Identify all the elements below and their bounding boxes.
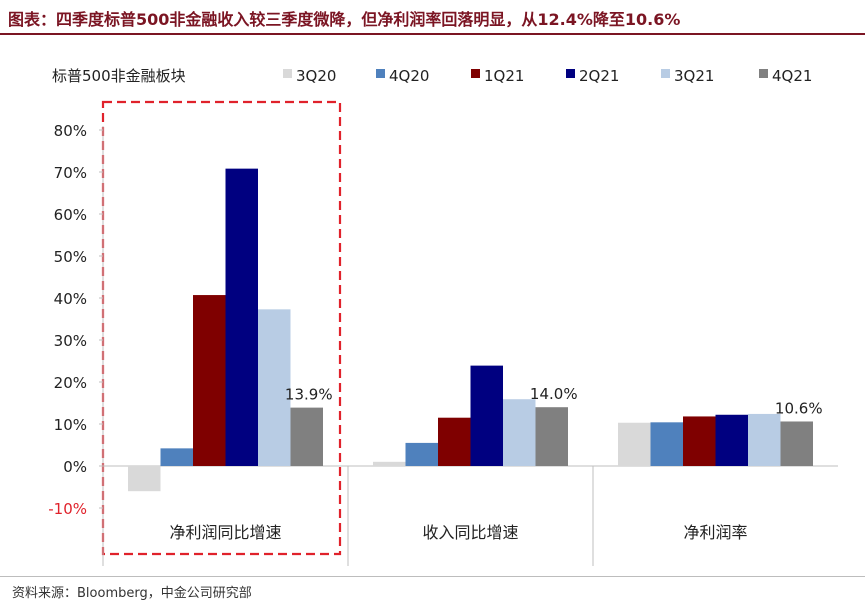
category-label: 净利润同比增速 xyxy=(169,523,281,542)
bar-4Q21 xyxy=(780,421,813,466)
bar-3Q21 xyxy=(748,413,781,466)
bar-3Q20 xyxy=(618,422,651,466)
bar-3Q21 xyxy=(258,309,291,466)
bar-4Q20 xyxy=(650,422,683,466)
y-tick-label: 50% xyxy=(54,248,87,266)
category-label: 收入同比增速 xyxy=(422,523,518,542)
bar-1Q21 xyxy=(193,295,226,466)
bar-3Q20 xyxy=(373,461,406,466)
legend-swatch-4Q20 xyxy=(376,69,385,78)
data-label: 13.9% xyxy=(285,386,333,404)
bar-1Q21 xyxy=(438,417,471,466)
panel-label: 标普500非金融板块 xyxy=(52,67,186,85)
bar-3Q20 xyxy=(128,466,161,492)
y-tick-label: 30% xyxy=(54,332,87,350)
y-tick-label: 40% xyxy=(54,290,87,308)
legend-label-1Q21: 1Q21 xyxy=(484,67,524,85)
chart-title: 图表：四季度标普500非金融收入较三季度微降，但净利润率回落明显，从12.4%降… xyxy=(8,10,681,29)
bar-2Q21 xyxy=(715,414,748,466)
legend-label-3Q21: 3Q21 xyxy=(674,67,714,85)
bar-1Q21 xyxy=(683,416,716,466)
legend-label-2Q21: 2Q21 xyxy=(579,67,619,85)
data-label: 10.6% xyxy=(775,399,823,417)
y-tick-label: 0% xyxy=(63,458,87,476)
legend-swatch-2Q21 xyxy=(566,69,575,78)
legend-label-4Q21: 4Q21 xyxy=(772,67,812,85)
bar-3Q21 xyxy=(503,399,536,466)
legend-label-3Q20: 3Q20 xyxy=(296,67,336,85)
y-tick-label: 80% xyxy=(54,122,87,140)
bar-4Q20 xyxy=(160,448,193,466)
y-tick-label: 60% xyxy=(54,206,87,224)
y-tick-label: 20% xyxy=(54,374,87,392)
bar-2Q21 xyxy=(470,365,503,466)
title-divider xyxy=(0,33,865,35)
category-label: 净利润率 xyxy=(683,523,747,542)
y-tick-label: 70% xyxy=(54,164,87,182)
source-note: 资料来源：Bloomberg，中金公司研究部 xyxy=(12,586,252,601)
legend-swatch-1Q21 xyxy=(471,69,480,78)
legend-label-4Q20: 4Q20 xyxy=(389,67,429,85)
y-tick-label: -10% xyxy=(48,500,87,518)
bar-4Q21 xyxy=(535,407,568,466)
bar-chart: -10% 0% 10% 20% 30% 40% 50% 60% 70% 80% 净利润同比增速 收入同… xyxy=(48,67,838,566)
bar-2Q21 xyxy=(225,168,258,466)
legend-swatch-3Q21 xyxy=(661,69,670,78)
footer-divider xyxy=(0,576,865,577)
y-tick-label: 10% xyxy=(54,416,87,434)
bar-4Q20 xyxy=(405,442,438,466)
legend-swatch-4Q21 xyxy=(759,69,768,78)
bar-4Q21 xyxy=(290,407,323,466)
legend-swatch-3Q20 xyxy=(283,69,292,78)
data-label: 14.0% xyxy=(530,385,578,403)
